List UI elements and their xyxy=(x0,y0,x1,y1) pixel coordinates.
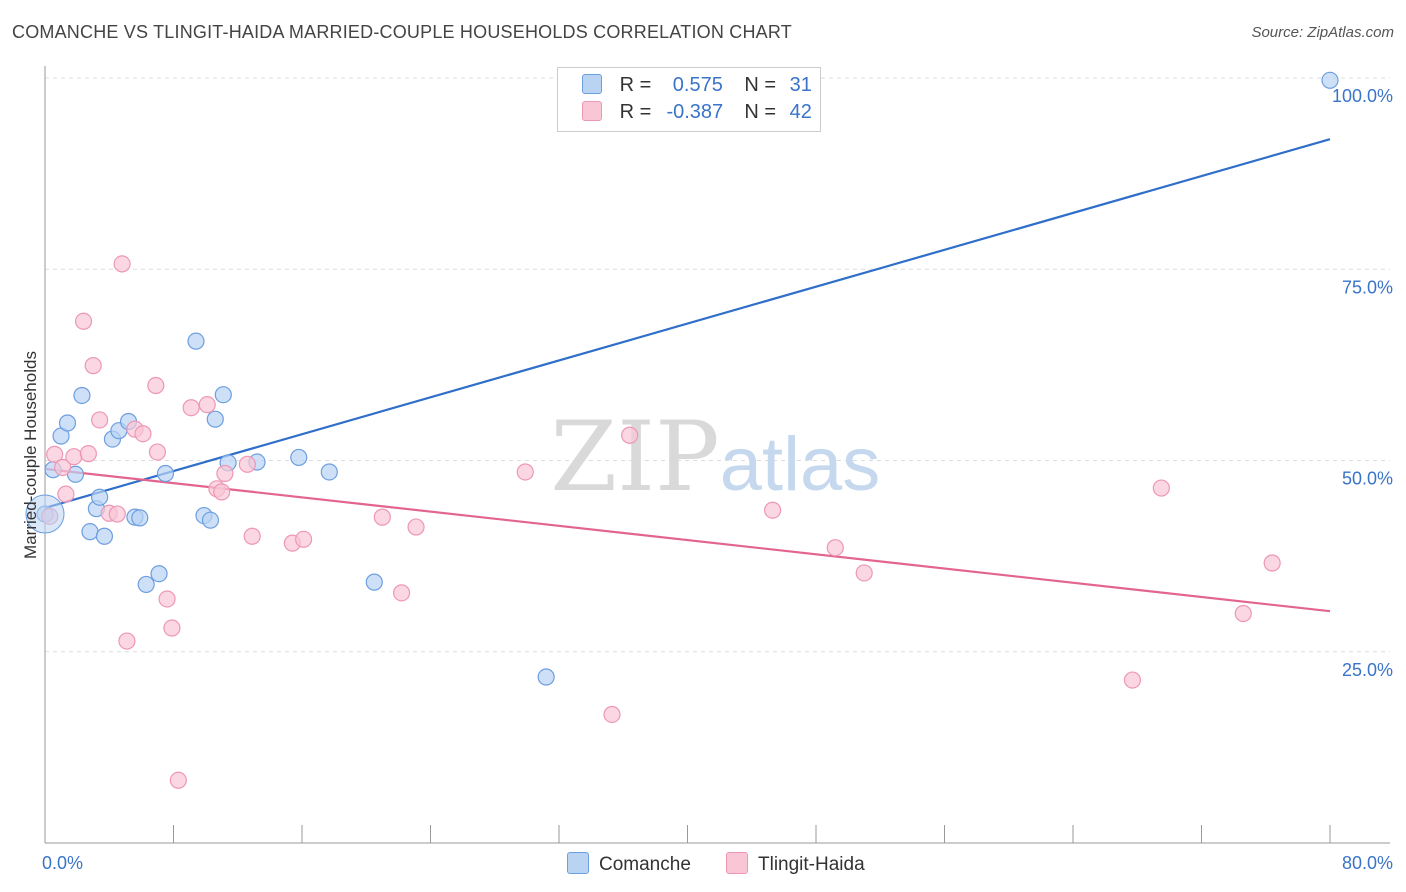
tlingit-point xyxy=(373,508,391,526)
chart-title: COMANCHE VS TLINGIT-HAIDA MARRIED-COUPLE… xyxy=(12,22,792,42)
series-legend-tlingit: Tlingit-Haida xyxy=(726,852,865,876)
legend-n-label: N = xyxy=(744,74,777,96)
x-tick-label: 0.0% xyxy=(42,853,83,873)
comanche-point xyxy=(91,488,109,506)
series-swatch-comanche xyxy=(567,852,589,874)
tlingit-point xyxy=(182,399,200,417)
tlingit-point xyxy=(74,312,93,330)
legend-row-comanche: R = 0.575 N = 31 xyxy=(582,74,812,100)
tlingit-point xyxy=(1234,604,1252,623)
tlingit-point xyxy=(621,426,639,444)
comanche-point xyxy=(81,523,99,541)
tlingit-point xyxy=(295,530,313,548)
tlingit-point xyxy=(516,463,534,481)
comanche-point xyxy=(58,414,77,432)
comanche-point xyxy=(156,464,175,483)
tlingit-point xyxy=(1263,554,1281,572)
tlingit-point xyxy=(148,443,167,461)
comanche-point xyxy=(1321,71,1339,89)
tlingit-point xyxy=(826,539,844,557)
gridlines xyxy=(45,77,1390,653)
tlingit-trendline xyxy=(44,467,1331,613)
tlingit-point xyxy=(213,483,231,501)
comanche-point xyxy=(214,386,232,404)
watermark-atlas: atlas xyxy=(720,422,881,507)
tlingit-point xyxy=(1152,479,1170,497)
tlingit-point xyxy=(238,455,256,473)
comanche-point xyxy=(537,668,555,686)
tlingit-point xyxy=(113,255,131,273)
tlingit-point xyxy=(603,705,621,724)
tlingit-point xyxy=(91,411,109,429)
tlingit-point xyxy=(147,376,165,395)
series-legend-comanche: Comanche xyxy=(567,852,691,876)
comanche-point xyxy=(137,575,155,594)
comanche-point xyxy=(73,386,91,405)
legend-row-tlingit: R = -0.387 N = 42 xyxy=(582,101,812,127)
tlingit-point xyxy=(163,619,181,637)
legend-r-label: R = xyxy=(619,101,652,123)
comanche-point xyxy=(320,463,338,481)
legend-n-value: 42 xyxy=(789,101,812,123)
legend-swatch-comanche xyxy=(582,74,602,94)
comanche-point xyxy=(131,509,149,527)
legend-r-value: 0.575 xyxy=(672,74,723,96)
tlingit-point xyxy=(216,464,234,483)
x-tick-label: 80.0% xyxy=(1342,853,1393,873)
chart-source: Source: ZipAtlas.com xyxy=(1251,24,1394,41)
comanche-trendline xyxy=(44,138,1331,509)
comanche-point xyxy=(290,448,308,467)
tlingit-point xyxy=(243,527,261,545)
watermark-zip: ZIP xyxy=(550,401,719,513)
tlingit-point xyxy=(84,357,102,375)
tlingit-point xyxy=(764,501,782,519)
tlingit-point xyxy=(855,564,873,582)
legend-n-value: 31 xyxy=(789,74,812,96)
comanche-point xyxy=(206,410,224,428)
tlingit-point xyxy=(392,584,411,602)
tlingit-point xyxy=(198,396,216,414)
tlingit-point xyxy=(407,518,425,536)
comanche-point xyxy=(187,332,205,350)
tlingit-point xyxy=(1123,671,1142,689)
comanche-cluster-point xyxy=(25,494,65,534)
tlingit-point xyxy=(46,445,64,463)
legend-r-label: R = xyxy=(619,74,652,96)
series-swatch-tlingit xyxy=(726,852,748,874)
data-points xyxy=(25,71,1339,789)
legend-swatch-tlingit xyxy=(582,101,602,121)
tlingit-point xyxy=(118,632,136,650)
axes xyxy=(44,66,1390,844)
y-tick-label: 75.0% xyxy=(1342,277,1393,297)
series-name-tlingit: Tlingit-Haida xyxy=(758,854,865,875)
tlingit-point xyxy=(57,485,75,503)
tlingit-point xyxy=(158,590,176,608)
tlingit-point xyxy=(54,458,72,476)
legend-r-value: -0.387 xyxy=(666,101,724,123)
comanche-point xyxy=(201,511,220,529)
tlingit-point xyxy=(169,771,187,789)
series-name-comanche: Comanche xyxy=(599,854,691,875)
tlingit-point xyxy=(134,425,152,443)
watermark: ZIP atlas xyxy=(550,401,880,513)
tlingit-point xyxy=(79,445,97,463)
y-tick-label: 100.0% xyxy=(1332,86,1393,106)
comanche-point xyxy=(365,573,383,591)
comanche-point xyxy=(150,565,168,583)
stats-legend: R = 0.575 N = 31 R = -0.387 N = 42 xyxy=(557,67,821,132)
tick-labels: 25.0% 50.0% 75.0% 100.0% 0.0% 80.0% xyxy=(42,86,1393,873)
y-tick-label: 25.0% xyxy=(1342,660,1393,680)
trendlines xyxy=(44,138,1331,613)
tlingit-point xyxy=(65,448,83,466)
tlingit-point xyxy=(108,505,126,523)
comanche-point xyxy=(95,527,114,545)
legend-n-label: N = xyxy=(744,101,777,123)
y-tick-label: 50.0% xyxy=(1342,469,1393,489)
y-axis-label: Married-couple Households xyxy=(21,351,40,559)
